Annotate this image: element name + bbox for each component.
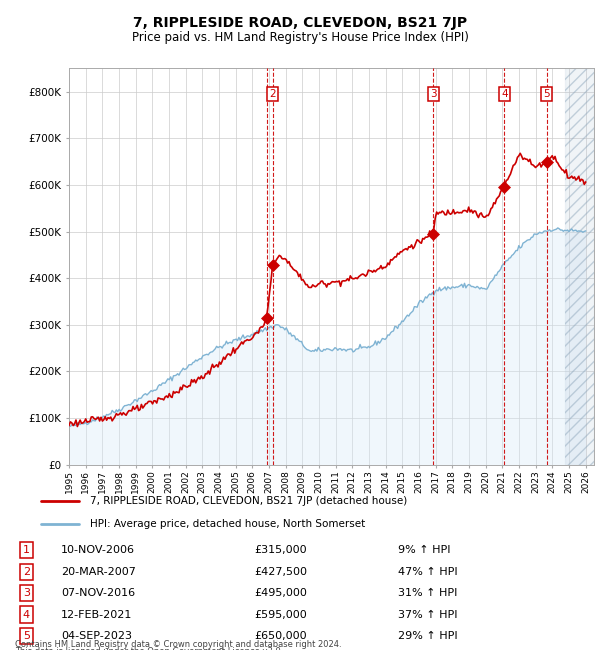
Text: 31% ↑ HPI: 31% ↑ HPI [398, 588, 457, 598]
Text: 7, RIPPLESIDE ROAD, CLEVEDON, BS21 7JP: 7, RIPPLESIDE ROAD, CLEVEDON, BS21 7JP [133, 16, 467, 31]
Text: 07-NOV-2016: 07-NOV-2016 [61, 588, 135, 598]
Text: 47% ↑ HPI: 47% ↑ HPI [398, 567, 458, 577]
Bar [565, 68, 594, 465]
Text: £495,000: £495,000 [254, 588, 307, 598]
Text: 4: 4 [23, 610, 30, 619]
Text: 5: 5 [23, 631, 30, 641]
Text: 5: 5 [544, 89, 550, 99]
Text: Contains HM Land Registry data © Crown copyright and database right 2024.: Contains HM Land Registry data © Crown c… [15, 640, 341, 649]
Text: 3: 3 [430, 89, 436, 99]
Text: 29% ↑ HPI: 29% ↑ HPI [398, 631, 458, 641]
Text: £595,000: £595,000 [254, 610, 307, 619]
Text: HPI: Average price, detached house, North Somerset: HPI: Average price, detached house, Nort… [90, 519, 365, 529]
Text: £427,500: £427,500 [254, 567, 307, 577]
Text: 37% ↑ HPI: 37% ↑ HPI [398, 610, 457, 619]
Text: 04-SEP-2023: 04-SEP-2023 [61, 631, 132, 641]
Text: 12-FEB-2021: 12-FEB-2021 [61, 610, 133, 619]
Text: Price paid vs. HM Land Registry's House Price Index (HPI): Price paid vs. HM Land Registry's House … [131, 31, 469, 44]
Text: 4: 4 [501, 89, 508, 99]
Text: 10-NOV-2006: 10-NOV-2006 [61, 545, 135, 555]
Text: This data is licensed under the Open Government Licence v3.0.: This data is licensed under the Open Gov… [15, 647, 283, 650]
Bar [565, 68, 594, 465]
Text: 9% ↑ HPI: 9% ↑ HPI [398, 545, 451, 555]
Text: 1: 1 [23, 545, 30, 555]
Text: £315,000: £315,000 [254, 545, 307, 555]
Text: 7, RIPPLESIDE ROAD, CLEVEDON, BS21 7JP (detached house): 7, RIPPLESIDE ROAD, CLEVEDON, BS21 7JP (… [90, 496, 407, 506]
Text: 3: 3 [23, 588, 30, 598]
Text: £650,000: £650,000 [254, 631, 307, 641]
Text: 2: 2 [269, 89, 276, 99]
Text: 20-MAR-2007: 20-MAR-2007 [61, 567, 136, 577]
Text: 2: 2 [23, 567, 30, 577]
